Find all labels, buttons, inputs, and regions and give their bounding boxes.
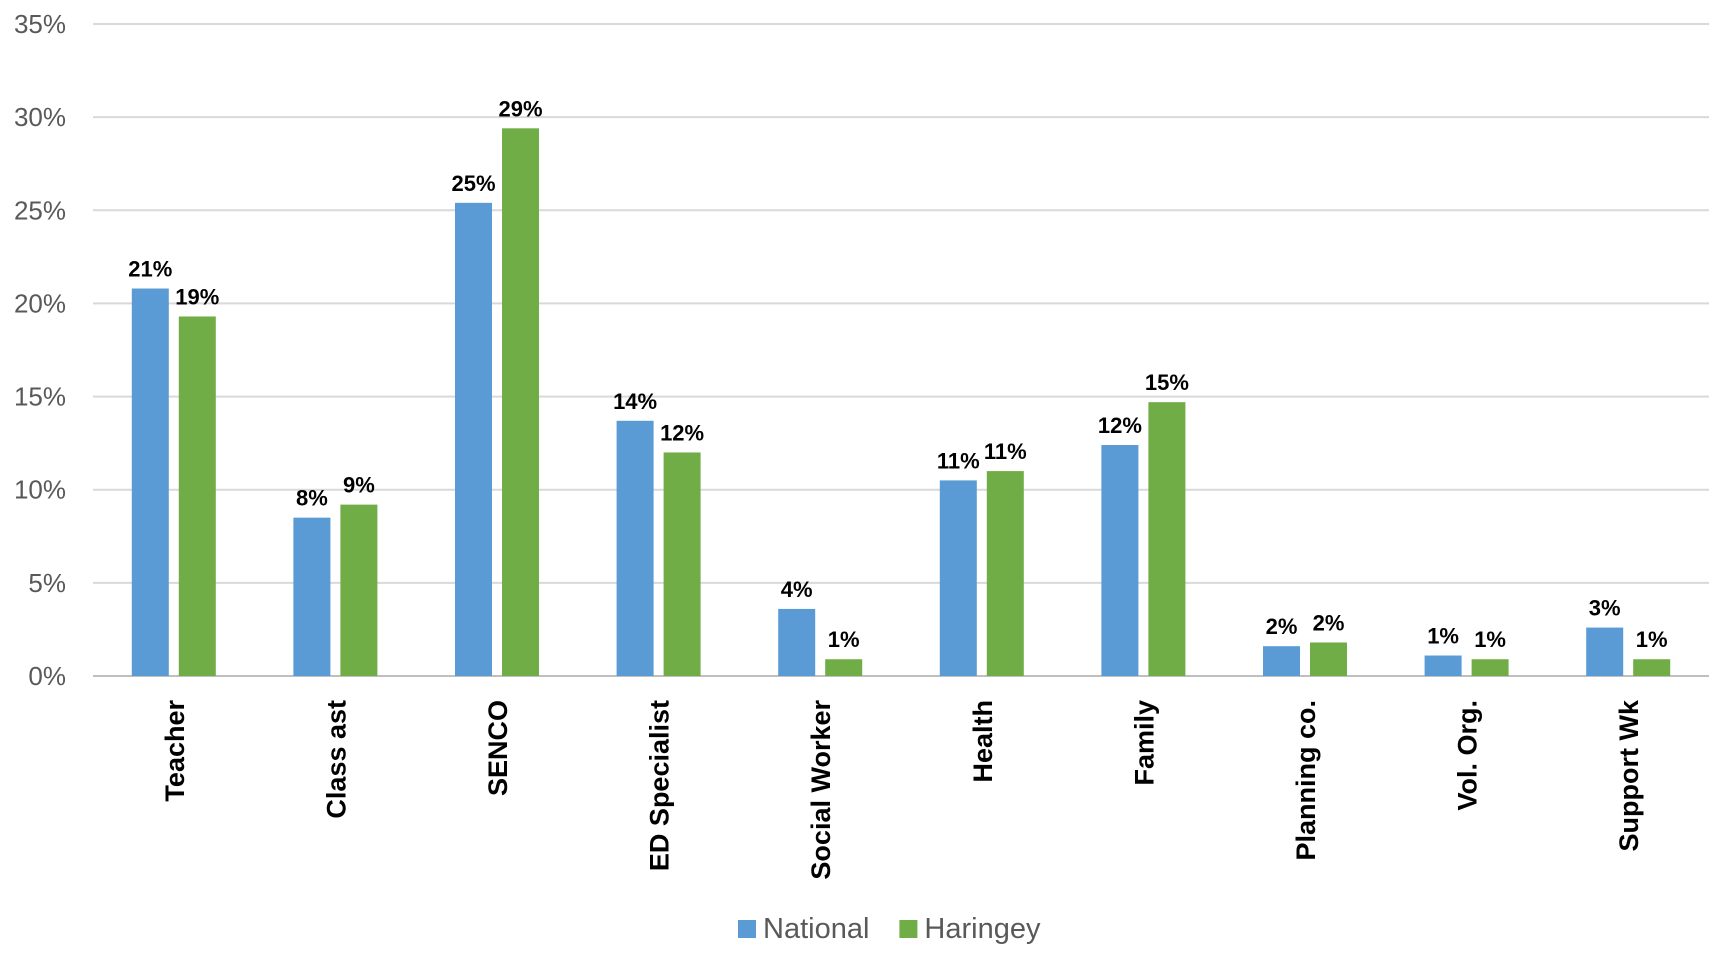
bar-national — [1101, 445, 1139, 676]
data-label: 1% — [1474, 627, 1506, 652]
bar-haringey — [1471, 659, 1509, 676]
y-tick-label: 35% — [14, 9, 66, 39]
data-label: 25% — [451, 171, 495, 196]
bar-haringey — [1633, 659, 1671, 676]
legend-label: Haringey — [924, 913, 1041, 945]
x-tick-label: Support Wk — [1614, 699, 1644, 851]
data-label: 21% — [128, 257, 172, 282]
y-tick-label: 20% — [14, 288, 66, 318]
data-label: 12% — [660, 420, 704, 445]
data-labels: 21%19%8%9%25%29%14%12%4%1%11% 11%12%15%2%… — [128, 96, 1667, 652]
data-label: 19% — [175, 284, 219, 309]
data-label: 12% — [1098, 413, 1142, 438]
bar-haringey — [1148, 402, 1186, 676]
data-label: 3% — [1589, 596, 1621, 621]
bar-national — [293, 517, 331, 676]
y-tick-label: 25% — [14, 195, 66, 225]
data-label: 1% — [1636, 627, 1668, 652]
y-tick-label: 15% — [14, 382, 66, 412]
legend: National Haringey — [738, 913, 1041, 945]
data-label: 1% — [828, 627, 860, 652]
x-tick-label: Social Worker — [806, 700, 836, 880]
data-label: 11% — [937, 448, 980, 473]
data-label: 2% — [1266, 614, 1298, 639]
bar-national — [616, 420, 654, 676]
bar-haringey — [340, 504, 378, 676]
bar-haringey — [1310, 642, 1347, 676]
legend-swatch-haringey — [899, 920, 918, 938]
data-label: 14% — [613, 389, 657, 414]
bars — [131, 128, 1671, 676]
legend-label: National — [763, 913, 869, 945]
y-tick-label: 10% — [14, 475, 66, 505]
x-tick-label: Family — [1129, 700, 1159, 786]
data-label: 11% — [984, 439, 1027, 464]
bar-national — [1424, 655, 1462, 676]
data-label: 1% — [1427, 624, 1459, 649]
x-tick-label: Teacher — [160, 700, 190, 802]
bar-haringey — [502, 128, 539, 676]
x-axis-ticks: Teacher Class ast SENCO ED Specialist Social… — [160, 699, 1644, 880]
data-label: 2% — [1313, 610, 1345, 635]
bar-national — [131, 288, 169, 676]
bar-haringey — [825, 659, 863, 676]
bar-national — [778, 608, 816, 676]
x-tick-label: Planning co. — [1291, 700, 1321, 861]
legend-swatch-national — [738, 920, 756, 938]
y-tick-label: 30% — [14, 102, 66, 132]
data-label: 29% — [498, 96, 542, 121]
bar-national — [455, 202, 492, 676]
data-label: 4% — [781, 577, 813, 602]
bar-haringey — [663, 452, 701, 676]
bar-haringey — [986, 471, 1024, 676]
data-label: 9% — [343, 473, 375, 498]
data-label: 15% — [1145, 370, 1189, 395]
bar-haringey — [178, 316, 216, 676]
bar-national — [1263, 646, 1300, 676]
x-tick-label: Class ast — [321, 700, 351, 819]
x-tick-label: Health — [968, 700, 998, 783]
y-axis-ticks: 0% 5% 10% 15% 20% 25% 30% 35% — [14, 9, 66, 691]
data-label: 8% — [296, 486, 328, 511]
bar-national — [939, 480, 977, 676]
bar-national — [1586, 627, 1624, 676]
x-tick-label: ED Specialist — [645, 700, 675, 871]
x-tick-label: SENCO — [483, 700, 513, 796]
gridlines — [93, 23, 1709, 677]
x-tick-label: Vol. Org. — [1453, 700, 1483, 811]
y-tick-label: 0% — [28, 661, 66, 691]
y-tick-label: 5% — [28, 568, 66, 598]
